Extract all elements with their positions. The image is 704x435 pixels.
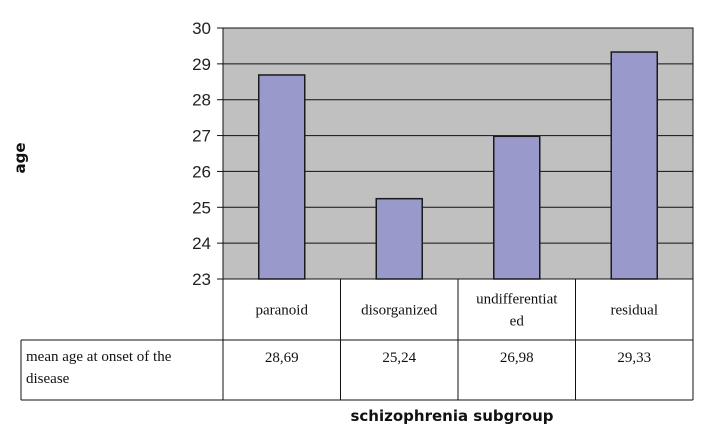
y-tick-label: 24 [192, 234, 211, 253]
category-label: undifferentiat [476, 292, 558, 308]
table-row-label: mean age at onset of the [26, 349, 172, 365]
category-label: ed [510, 314, 525, 330]
y-axis-ticks: 23 24 25 26 27 28 29 30 [192, 19, 223, 289]
table-row-label: disease [26, 371, 70, 387]
x-axis-title: schizophrenia subgroup [350, 407, 553, 425]
bars [258, 51, 658, 280]
y-tick-label: 26 [192, 162, 211, 181]
category-label: paranoid [256, 303, 309, 319]
y-axis-title: age [11, 142, 29, 173]
y-tick-label: 30 [192, 19, 211, 38]
table-value: 29,33 [617, 350, 651, 366]
bar-residual [610, 51, 658, 280]
bar-paranoid [258, 74, 306, 280]
y-tick-label: 27 [192, 127, 211, 146]
y-tick-label: 28 [192, 91, 211, 110]
y-tick-label: 23 [192, 270, 211, 289]
y-tick-label: 25 [192, 198, 211, 217]
table-value: 25,24 [382, 350, 416, 366]
bar-undifferentiated [493, 135, 541, 280]
bar-disorganized [375, 197, 423, 280]
category-label: disorganized [361, 303, 438, 319]
category-label: residual [611, 303, 658, 319]
table-value: 26,98 [500, 350, 534, 366]
data-table: paranoid disorganized undifferentiat ed resi… [20, 279, 694, 401]
table-value: 28,69 [265, 350, 299, 366]
y-tick-label: 29 [192, 55, 211, 74]
